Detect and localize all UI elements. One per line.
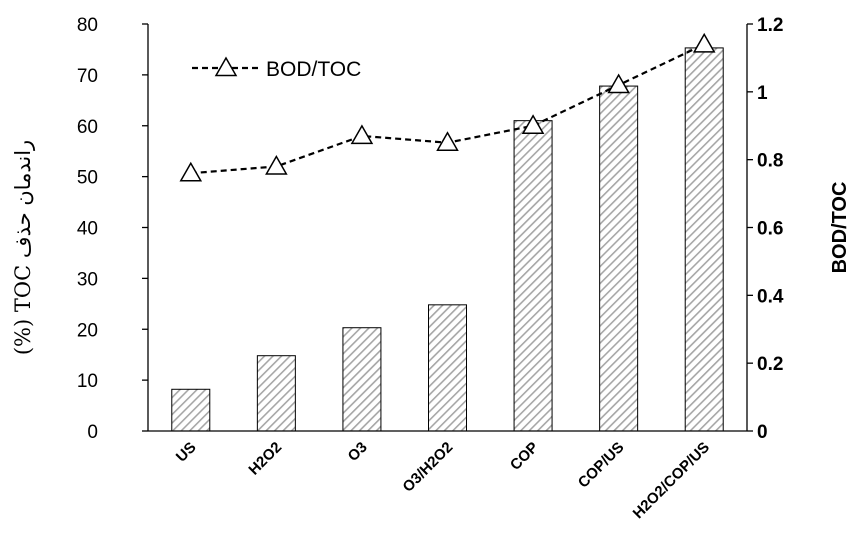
bar-cop — [513, 120, 553, 432]
right-tick-label: 1 — [757, 83, 768, 104]
right-tick-label: 0 — [757, 422, 768, 443]
left-tick-label: 0 — [87, 422, 98, 443]
category-label: US — [173, 439, 200, 466]
left-axis-title: راندمان حذف TOC (%) — [11, 140, 36, 355]
bar-us — [171, 388, 211, 432]
bar-o3 — [342, 327, 382, 432]
right-tick-label: 0.2 — [757, 354, 783, 375]
triangle-marker — [436, 131, 459, 151]
legend-label: BOD/TOC — [266, 58, 361, 81]
right-tick-label: 0.6 — [757, 219, 783, 240]
legend: BOD/TOC — [192, 56, 361, 81]
category-label: COP/US — [575, 439, 628, 492]
triangle-marker — [265, 154, 288, 175]
left-tick-label: 40 — [77, 219, 98, 240]
triangle-marker — [607, 73, 630, 94]
left-tick-label: 30 — [77, 269, 98, 290]
category-label: O3 — [345, 439, 371, 465]
right-axis-title: BOD/TOC — [829, 182, 849, 274]
bar-h2o2 — [256, 355, 296, 432]
category-label: O3/H2O2 — [399, 439, 456, 496]
triangle-marker — [179, 161, 203, 182]
left-tick-label: 10 — [77, 371, 98, 392]
triangle-marker — [350, 124, 374, 145]
ratio-line-series — [179, 32, 716, 182]
category-label: H2O2 — [245, 439, 285, 479]
triangle-marker — [692, 32, 716, 53]
left-tick-label: 70 — [77, 66, 98, 87]
axes: 0 10 20 30 40 50 60 70 80 0 0.2 0.4 0.6 0.8 1 1.2 US H2O2… — [77, 15, 784, 522]
right-tick-label: 0.4 — [757, 286, 784, 307]
bar-h2o2-cop-us — [684, 47, 724, 432]
right-tick-label: 1.2 — [757, 15, 783, 36]
axis-labels: راندمان حذف TOC (%) BOD/TOC — [11, 140, 849, 355]
left-tick-label: 20 — [77, 320, 98, 341]
right-tick-label: 0.8 — [757, 151, 783, 172]
left-tick-label: 60 — [77, 117, 98, 138]
category-label: H2O2/COP/US — [630, 439, 713, 522]
triangle-marker — [521, 114, 545, 134]
left-tick-label: 80 — [77, 15, 98, 36]
legend-triangle-marker — [214, 56, 238, 77]
bar-series — [171, 47, 724, 432]
category-label: COP — [507, 439, 542, 474]
bar-cop-us — [599, 85, 639, 432]
bar-o3-h2o2 — [428, 304, 467, 432]
left-tick-label: 50 — [77, 168, 98, 189]
